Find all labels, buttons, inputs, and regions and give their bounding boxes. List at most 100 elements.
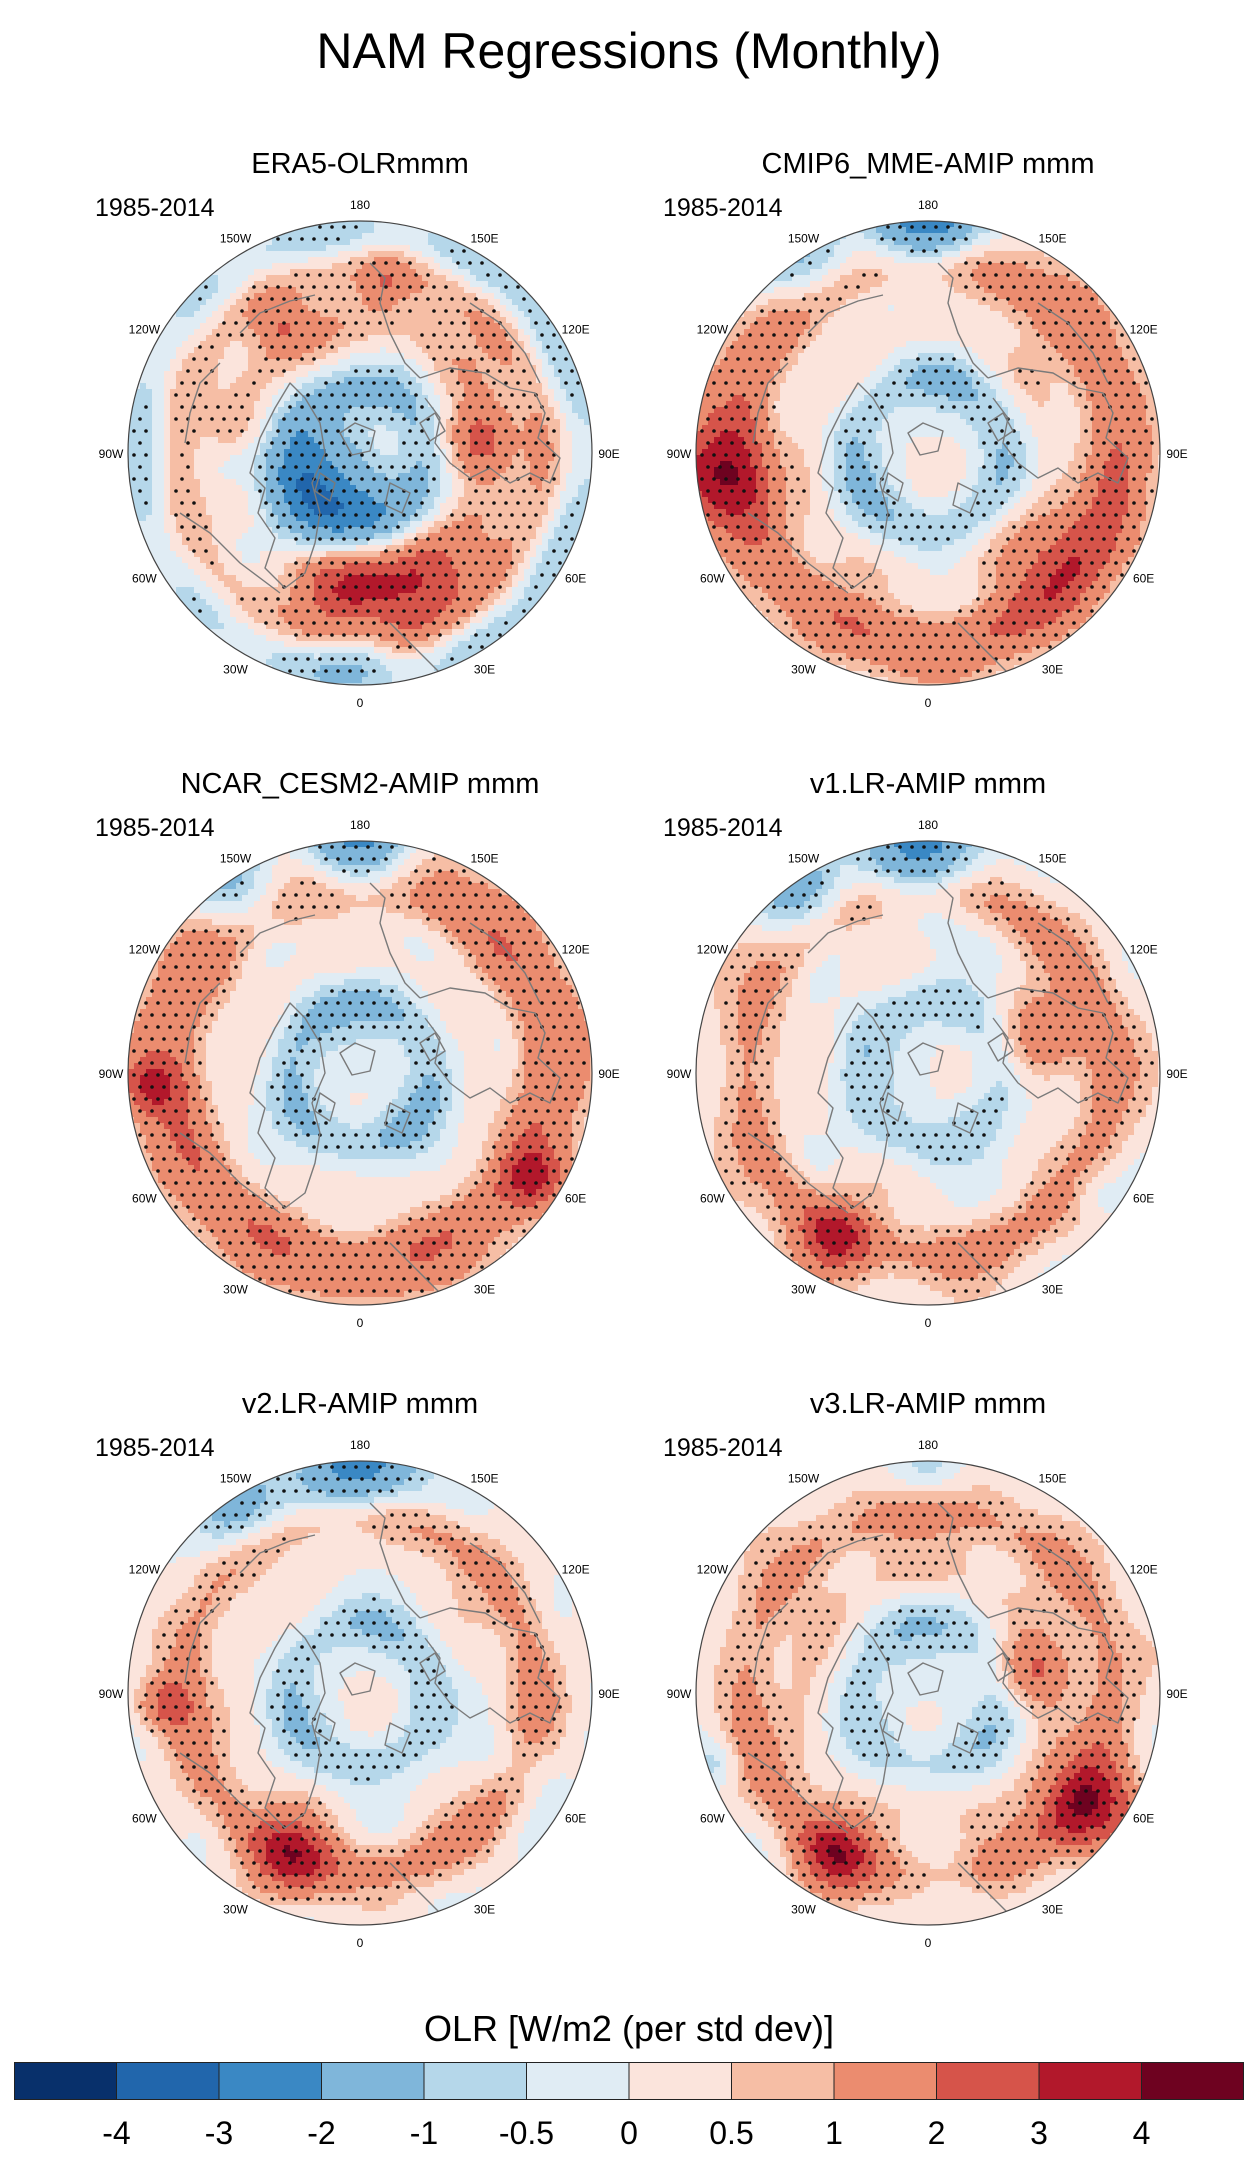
field-cell xyxy=(488,491,495,498)
field-cell xyxy=(212,629,219,636)
field-cell xyxy=(506,269,513,276)
field-cell xyxy=(254,329,261,336)
field-cell xyxy=(380,551,387,558)
field-cell xyxy=(332,221,339,228)
field-cell xyxy=(254,413,261,420)
field-cell xyxy=(482,413,489,420)
field-cell xyxy=(536,407,543,414)
field-cell xyxy=(158,509,165,516)
field-cell xyxy=(380,521,387,528)
field-cell xyxy=(218,473,225,480)
field-cell xyxy=(176,485,183,492)
field-cell xyxy=(320,371,327,378)
field-cell xyxy=(212,341,219,348)
field-cell xyxy=(326,665,333,672)
field-cell xyxy=(584,377,591,384)
field-cell xyxy=(590,401,592,408)
field-cell xyxy=(134,407,141,414)
field-cell xyxy=(152,353,159,360)
field-cell xyxy=(458,275,465,282)
field-cell xyxy=(368,305,375,312)
field-cell xyxy=(578,449,585,456)
field-cell xyxy=(206,497,213,504)
field-cell xyxy=(536,587,543,594)
field-cell xyxy=(218,413,225,420)
field-cell xyxy=(236,383,243,390)
field-cell xyxy=(416,419,423,426)
field-cell xyxy=(554,443,561,450)
field-cell xyxy=(440,329,447,336)
field-cell xyxy=(152,515,159,522)
field-cell xyxy=(392,365,399,372)
field-cell xyxy=(158,545,165,552)
field-cell xyxy=(488,425,495,432)
field-cell xyxy=(452,533,459,540)
field-cell xyxy=(578,395,585,402)
field-cell xyxy=(362,353,369,360)
field-cell xyxy=(182,503,189,510)
field-cell xyxy=(428,383,435,390)
field-cell xyxy=(206,311,213,318)
field-cell xyxy=(416,347,423,354)
field-cell xyxy=(488,329,495,336)
field-cell xyxy=(362,233,369,240)
field-cell xyxy=(344,437,351,444)
field-cell xyxy=(338,383,345,390)
field-cell xyxy=(416,227,423,234)
field-cell xyxy=(302,293,309,300)
field-cell xyxy=(356,251,363,258)
field-cell xyxy=(212,533,219,540)
field-cell xyxy=(260,431,267,438)
field-cell xyxy=(434,539,441,546)
field-cell xyxy=(578,497,585,504)
field-cell xyxy=(494,335,501,342)
field-cell xyxy=(434,437,441,444)
field-cell xyxy=(344,659,351,666)
field-cell xyxy=(470,371,477,378)
field-cell xyxy=(392,269,399,276)
field-cell xyxy=(242,569,249,576)
field-cell xyxy=(320,311,327,318)
field-cell xyxy=(248,551,255,558)
field-cell xyxy=(434,257,441,264)
field-cell xyxy=(164,497,171,504)
field-cell xyxy=(296,275,303,282)
field-cell xyxy=(338,653,345,660)
field-cell xyxy=(362,521,369,528)
field-cell xyxy=(524,431,531,438)
field-cell xyxy=(290,659,297,666)
field-cell xyxy=(212,413,219,420)
field-cell xyxy=(146,497,153,504)
field-cell xyxy=(386,575,393,582)
field-cell xyxy=(446,245,453,252)
field-cell xyxy=(242,515,249,522)
field-cell xyxy=(584,479,591,486)
field-cell xyxy=(470,569,477,576)
field-cell xyxy=(308,305,315,312)
field-cell xyxy=(482,335,489,342)
field-cell xyxy=(398,359,405,366)
field-cell xyxy=(206,599,213,606)
stipple-dot xyxy=(288,237,292,241)
field-cell xyxy=(332,551,339,558)
field-cell xyxy=(212,503,219,510)
field-cell xyxy=(278,233,285,240)
field-cell xyxy=(176,437,183,444)
field-cell xyxy=(410,407,417,414)
field-cell xyxy=(284,491,291,498)
field-cell xyxy=(248,383,255,390)
field-cell xyxy=(206,425,213,432)
field-cell xyxy=(272,293,279,300)
field-cell xyxy=(548,347,555,354)
field-cell xyxy=(404,449,411,456)
field-cell xyxy=(248,293,255,300)
field-cell xyxy=(170,317,177,324)
field-cell xyxy=(158,443,165,450)
field-cell xyxy=(188,443,195,450)
field-cell xyxy=(464,341,471,348)
field-cell xyxy=(218,593,225,600)
field-cell xyxy=(380,677,387,684)
field-cell xyxy=(224,599,231,606)
field-cell xyxy=(416,275,423,282)
